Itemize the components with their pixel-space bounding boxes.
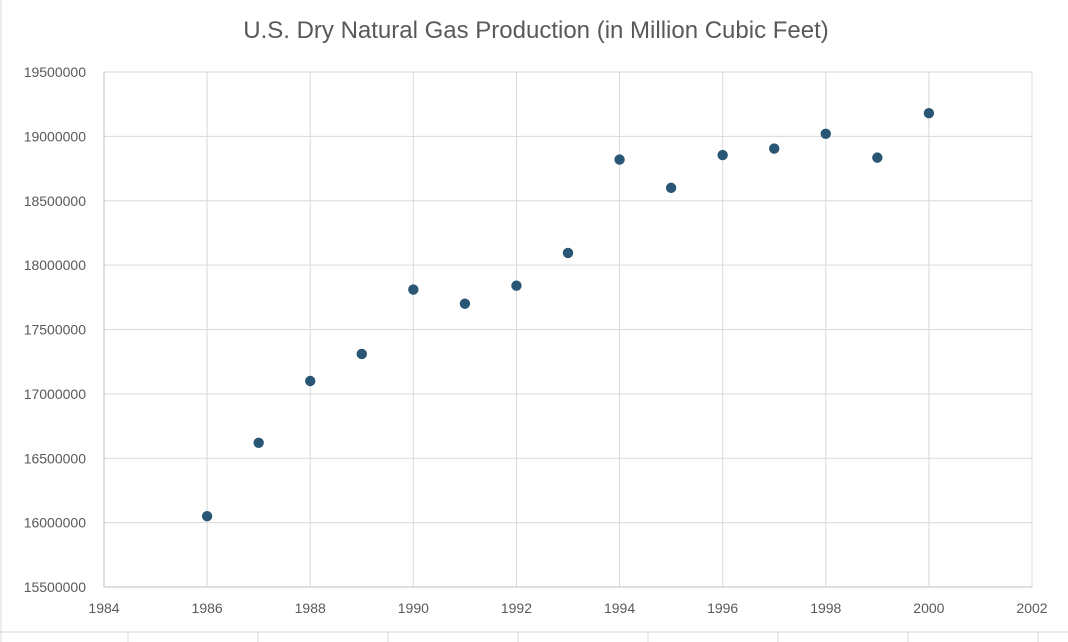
y-tick-label: 19500000 [24, 64, 87, 80]
y-tick-label: 15500000 [24, 579, 87, 595]
chart-title: U.S. Dry Natural Gas Production (in Mill… [243, 17, 829, 44]
grid [104, 71, 1033, 587]
x-tick-label: 1994 [604, 600, 635, 616]
data-point [562, 247, 574, 259]
x-tick-label: 1988 [295, 600, 326, 616]
x-tick-label: 2002 [1016, 600, 1047, 616]
data-point [769, 143, 780, 154]
data-point [872, 152, 883, 163]
data-point [923, 108, 935, 119]
y-tick-label: 16000000 [24, 515, 87, 531]
x-tick-label: 1986 [192, 600, 223, 616]
data-point [820, 128, 831, 139]
data-point [253, 437, 264, 448]
x-tick-label: 1998 [810, 600, 841, 616]
data-point [665, 182, 677, 194]
axes [103, 72, 1032, 588]
data-point [356, 348, 367, 360]
data-points [201, 108, 935, 522]
x-tick-label: 2000 [913, 600, 944, 616]
x-tick-label: 1996 [707, 600, 738, 616]
data-point [511, 280, 522, 291]
data-point [305, 375, 316, 387]
x-tick-label: 1990 [398, 600, 429, 616]
data-point [459, 298, 471, 309]
y-tick-label: 17500000 [24, 322, 87, 338]
tick-labels: 15500000 16000000 16500000 17000000 17500000… [24, 64, 1048, 616]
data-point [614, 154, 625, 165]
data-point [408, 284, 419, 295]
y-tick-label: 16500000 [24, 450, 87, 466]
y-tick-label: 18000000 [24, 257, 87, 273]
y-tick-label: 19000000 [24, 128, 87, 144]
data-point [717, 149, 728, 161]
x-tick-label: 1984 [88, 600, 119, 616]
x-tick-label: 1992 [501, 600, 532, 616]
y-tick-label: 18500000 [24, 193, 87, 209]
y-tick-label: 17000000 [24, 386, 87, 402]
data-point [201, 510, 213, 522]
